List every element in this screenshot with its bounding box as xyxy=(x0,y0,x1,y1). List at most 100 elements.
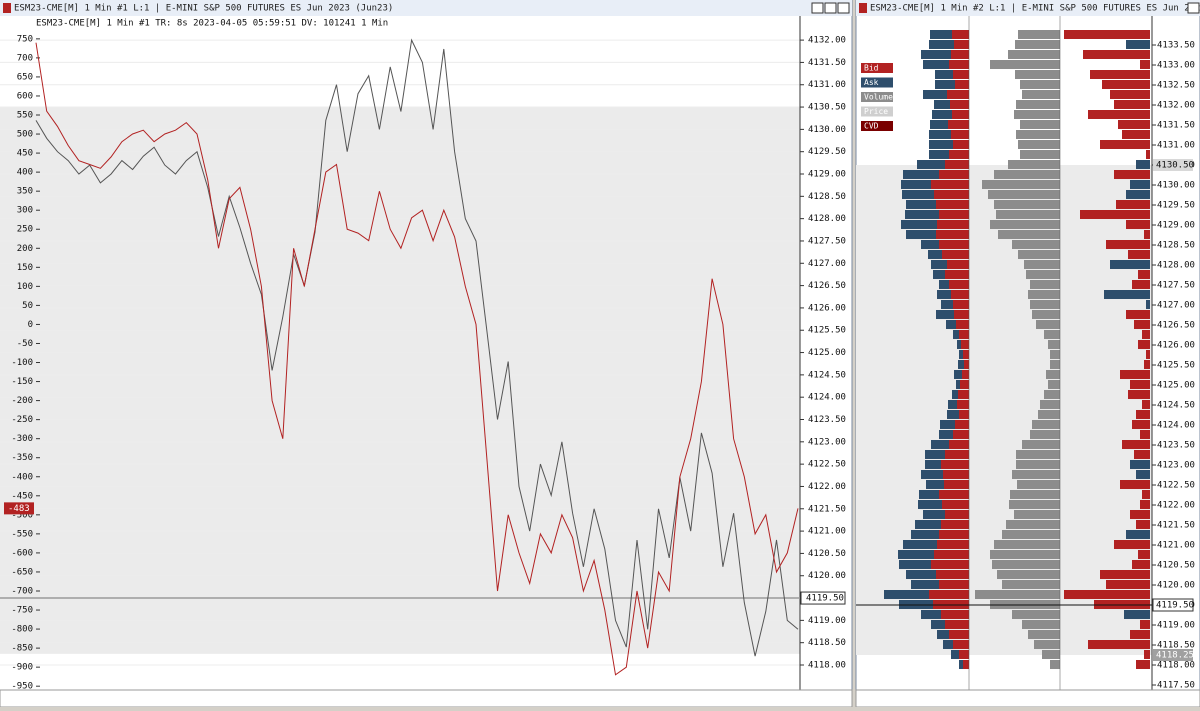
y-tick-label: 4128.50 xyxy=(1157,241,1195,251)
bid-bar xyxy=(958,390,969,399)
bid-bar xyxy=(952,110,969,119)
ask-bar xyxy=(940,420,955,429)
bid-bar xyxy=(942,250,969,259)
volume-bar xyxy=(1016,130,1060,139)
volume-bar xyxy=(990,220,1060,229)
last-cvd-box xyxy=(4,502,34,515)
delta-bar xyxy=(1130,460,1150,469)
ask-bar xyxy=(906,230,936,239)
volume-bar xyxy=(1030,430,1060,439)
value-area-high-label: 4130.50 xyxy=(1156,161,1194,171)
right-title: ESM23-CME[M] 1 Min #2 L:1 | E-MINI S&P 5… xyxy=(870,4,1200,14)
delta-bar xyxy=(1104,290,1150,299)
delta-bar xyxy=(1080,210,1150,219)
delta-bar xyxy=(1128,390,1150,399)
y2-tick-label: 4127.00 xyxy=(808,259,846,269)
bid-bar xyxy=(945,270,969,279)
y-tick-label: -300 xyxy=(11,434,33,444)
volume-bar xyxy=(1042,650,1060,659)
bid-bar xyxy=(941,610,969,619)
volume-bar xyxy=(997,570,1060,579)
legend-swatch xyxy=(861,121,893,131)
ask-bar xyxy=(929,150,949,159)
y2-tick-label: 4130.00 xyxy=(808,125,846,135)
ask-bar xyxy=(902,190,934,199)
ask-bar xyxy=(941,300,953,309)
delta-bar xyxy=(1114,100,1150,109)
bid-bar xyxy=(949,630,969,639)
ask-bar xyxy=(921,50,951,59)
volume-bar xyxy=(1009,500,1060,509)
delta-bar xyxy=(1140,500,1150,509)
y2-tick-label: 4118.00 xyxy=(808,661,846,671)
y-tick-label: 300 xyxy=(17,206,33,216)
y2-tick-label: 4121.50 xyxy=(808,504,846,514)
bid-bar xyxy=(939,580,969,589)
ask-bar xyxy=(926,480,944,489)
y-tick-label: 50 xyxy=(22,301,33,311)
bid-bar xyxy=(943,470,969,479)
delta-bar xyxy=(1088,640,1150,649)
bid-bar xyxy=(945,450,969,459)
delta-bar xyxy=(1083,50,1150,59)
legend-swatch xyxy=(861,77,893,88)
y-tick-label: -550 xyxy=(11,529,33,539)
bid-bar xyxy=(953,300,969,309)
volume-bar xyxy=(1002,580,1060,589)
volume-bar xyxy=(992,560,1060,569)
volume-bar xyxy=(1032,310,1060,319)
bid-bar xyxy=(947,90,969,99)
ask-bar xyxy=(956,380,960,389)
bid-bar xyxy=(960,380,969,389)
y-tick-label: 4122.00 xyxy=(1157,501,1195,511)
bid-bar xyxy=(959,650,969,659)
y-tick-label: 4121.50 xyxy=(1157,521,1195,531)
bid-bar xyxy=(939,490,969,499)
volume-bar xyxy=(1012,240,1060,249)
volume-bar xyxy=(1044,330,1060,339)
delta-bar xyxy=(1106,240,1150,249)
left-time-axis xyxy=(0,689,853,708)
delta-bar xyxy=(1100,140,1150,149)
y-tick-label: 700 xyxy=(17,53,33,63)
minimize-button[interactable] xyxy=(1187,2,1200,14)
delta-bar xyxy=(1120,370,1150,379)
left-window-buttons[interactable] xyxy=(811,2,850,14)
bid-bar xyxy=(936,200,969,209)
delta-bar xyxy=(1136,470,1150,479)
delta-bar xyxy=(1144,360,1150,369)
volume-bar xyxy=(1014,110,1060,119)
ask-bar xyxy=(911,530,939,539)
y-tick-label: -50 xyxy=(17,339,33,349)
delta-bar xyxy=(1146,300,1150,309)
legend-label: Volume xyxy=(864,93,893,102)
y-tick-label: -350 xyxy=(11,453,33,463)
minimize-button[interactable] xyxy=(811,2,824,14)
delta-bar xyxy=(1126,220,1150,229)
bid-bar xyxy=(954,40,969,49)
bid-bar xyxy=(950,100,969,109)
bid-bar xyxy=(953,70,969,79)
ask-bar xyxy=(946,320,956,329)
maximize-button[interactable] xyxy=(824,2,837,14)
delta-bar xyxy=(1146,150,1150,159)
delta-bar xyxy=(1130,380,1150,389)
ask-bar xyxy=(933,270,945,279)
y-tick-label: -450 xyxy=(11,491,33,501)
ask-bar xyxy=(884,590,929,599)
ask-bar xyxy=(929,40,954,49)
volume-bar xyxy=(1022,440,1060,449)
y-tick-label: 600 xyxy=(17,91,33,101)
y-tick-label: 4124.00 xyxy=(1157,421,1195,431)
legend-swatch xyxy=(861,63,893,73)
delta-bar xyxy=(1130,180,1150,189)
close-button[interactable] xyxy=(837,2,850,14)
bid-bar xyxy=(934,190,969,199)
volume-bar xyxy=(975,590,1060,599)
volume-bar xyxy=(1020,120,1060,129)
delta-bar xyxy=(1122,130,1150,139)
bid-bar xyxy=(944,480,969,489)
y-tick-label: 450 xyxy=(17,149,33,159)
legend-label: Ask xyxy=(864,78,879,87)
